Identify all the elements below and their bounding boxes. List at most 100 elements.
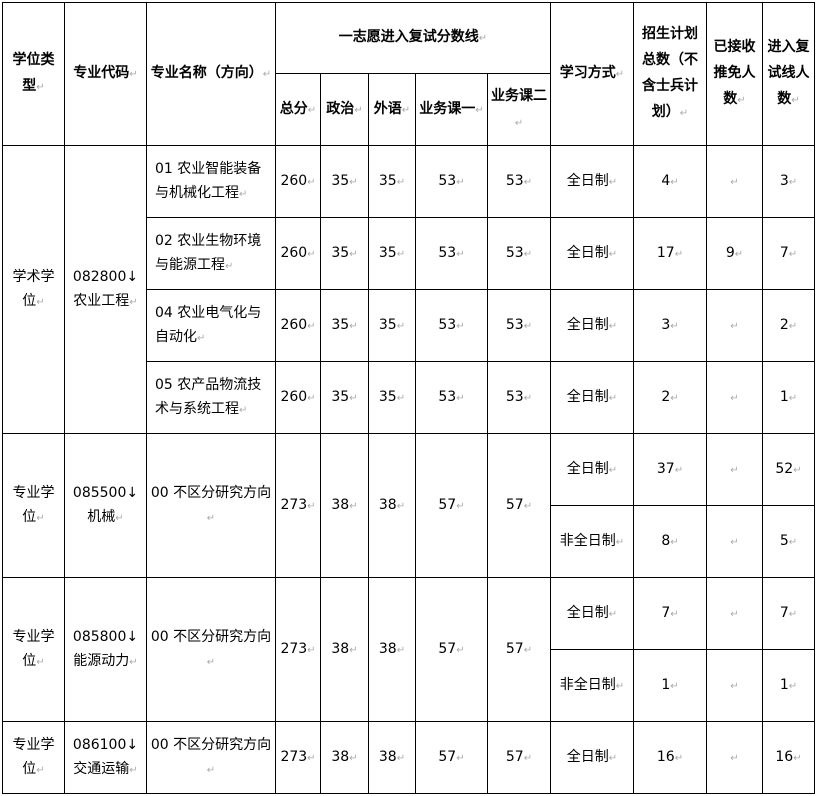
plan-cell: 16 xyxy=(633,721,707,794)
retest-cell-text: 7 xyxy=(780,245,797,261)
score-total: 260 xyxy=(275,361,321,434)
score-total: 273 xyxy=(275,433,321,578)
major-name-cell-text: 01 农业智能装备与机械化工程 xyxy=(155,161,261,201)
score-total-text: 260 xyxy=(280,317,315,333)
study-mode-cell-text: 全日制 xyxy=(567,749,617,765)
retest-cell: 5 xyxy=(762,505,815,578)
plan-cell-text: 1 xyxy=(661,677,678,693)
score-politics-text: 35 xyxy=(331,317,357,333)
score-total-text: 260 xyxy=(280,173,315,189)
major-code-cell: 082800↓ 农业工程 xyxy=(64,145,147,434)
degree-type-cell: 专业学位 xyxy=(2,721,65,794)
header-major-code: 专业代码 xyxy=(64,2,147,146)
major-code-name: 机械 xyxy=(87,509,123,525)
study-mode-cell: 全日制 xyxy=(550,217,634,290)
exempt-cell: 9 xyxy=(706,217,763,290)
study-mode-cell: 全日制 xyxy=(550,361,634,434)
table-row: 02 农业生物环境与能源工程 260 35 35 53 53 全日制 17 9 7 xyxy=(3,217,815,290)
major-code-cell: 085800↓ 能源动力 xyxy=(64,577,147,722)
score-total: 260 xyxy=(275,217,321,290)
score-course1: 57 xyxy=(415,433,488,578)
study-mode-cell-text: 全日制 xyxy=(567,461,617,477)
degree-type-cell-text: 专业学位 xyxy=(13,485,55,525)
score-politics: 35 xyxy=(320,217,369,290)
plan-cell: 7 xyxy=(633,577,707,650)
header-major-name: 专业名称（方向） xyxy=(146,2,276,146)
exempt-cell-text xyxy=(730,749,738,765)
major-name-cell-text: 00 不区分研究方向 xyxy=(151,737,271,777)
major-code: 085500 xyxy=(72,484,127,501)
header-total: 总分 xyxy=(275,73,321,146)
retest-cell: 1 xyxy=(762,361,815,434)
score-foreign-lang-text: 35 xyxy=(379,173,405,189)
score-total: 260 xyxy=(275,289,321,362)
score-total: 260 xyxy=(275,145,321,218)
table-row: 专业学位085800↓能源动力00 不区分研究方向 273 38 38 57 57 全日制 7… xyxy=(2,577,815,722)
header-study-mode: 学习方式 xyxy=(550,2,634,146)
retest-cell-text: 7 xyxy=(780,605,797,621)
score-course2: 57 xyxy=(487,577,551,722)
exempt-cell xyxy=(706,577,763,650)
score-foreign-lang-text: 35 xyxy=(379,317,405,333)
score-course2-text: 53 xyxy=(506,389,532,405)
plan-cell-text: 3 xyxy=(661,317,678,333)
exempt-cell xyxy=(706,649,763,722)
score-politics: 35 xyxy=(320,361,369,434)
exempt-cell xyxy=(706,433,763,506)
study-mode-cell-text: 全日制 xyxy=(567,317,617,333)
retest-cell: 7 xyxy=(762,577,815,650)
header-score-line: 一志愿进入复试分数线 xyxy=(275,2,551,74)
score-foreign-lang: 38 xyxy=(368,433,416,578)
major-code-name: 能源动力 xyxy=(73,653,137,669)
score-course1-text: 53 xyxy=(438,317,464,333)
major-code-name: 农业工程 xyxy=(73,293,137,309)
score-total-text: 273 xyxy=(280,641,315,657)
header-course1: 业务课一 xyxy=(415,73,488,146)
score-politics-text: 35 xyxy=(331,173,357,189)
study-mode-cell-text: 全日制 xyxy=(567,389,617,405)
plan-cell-text: 8 xyxy=(661,533,678,549)
plan-cell: 37 xyxy=(633,433,707,506)
score-course2: 53 xyxy=(487,361,551,434)
score-total: 273 xyxy=(275,577,321,722)
header-plan: 招生计划总数（不含士兵计划） xyxy=(633,2,707,146)
exempt-cell-text xyxy=(730,677,738,693)
retest-cell: 2 xyxy=(762,289,815,362)
major-code-cell: 086100↓ 交通运输 xyxy=(64,721,147,794)
major-code-name: 交通运输 xyxy=(73,761,137,777)
score-course1: 57 xyxy=(415,721,488,794)
study-mode-cell: 全日制 xyxy=(550,433,634,506)
score-foreign-lang: 35 xyxy=(368,217,416,290)
exempt-cell-text: 9 xyxy=(726,245,743,261)
table-row: 非全日制 1 1 xyxy=(3,649,815,722)
score-politics: 38 xyxy=(320,721,369,794)
major-name-cell: 05 农产品物流技术与系统工程 xyxy=(146,361,276,434)
study-mode-cell-text: 非全日制 xyxy=(560,533,624,549)
major-name-cell: 04 农业电气化与自动化 xyxy=(146,289,276,362)
exempt-cell-text xyxy=(730,533,738,549)
score-course1-text: 53 xyxy=(438,245,464,261)
score-foreign-lang-text: 38 xyxy=(379,641,405,657)
retest-cell: 1 xyxy=(762,649,815,722)
score-course1: 57 xyxy=(415,577,488,722)
major-name-cell: 00 不区分研究方向 xyxy=(146,721,276,794)
major-name-cell: 00 不区分研究方向 xyxy=(146,577,276,722)
score-foreign-lang-text: 35 xyxy=(379,245,405,261)
retest-cell: 7 xyxy=(762,217,815,290)
score-course2-text: 53 xyxy=(506,245,532,261)
retest-cell-text: 16 xyxy=(775,749,801,765)
major-name-cell: 00 不区分研究方向 xyxy=(146,433,276,578)
degree-type-cell: 学术学位 xyxy=(2,145,65,434)
major-name-cell: 01 农业智能装备与机械化工程 xyxy=(146,145,276,218)
score-foreign-lang: 38 xyxy=(368,721,416,794)
plan-cell-text: 2 xyxy=(661,389,678,405)
score-course2: 53 xyxy=(487,145,551,218)
score-course1-text: 57 xyxy=(438,497,464,513)
score-politics-text: 38 xyxy=(331,641,357,657)
score-course1: 53 xyxy=(415,217,488,290)
exempt-cell-text xyxy=(730,389,738,405)
retest-cell-text: 1 xyxy=(780,677,797,693)
exempt-cell-text xyxy=(730,605,738,621)
exempt-cell xyxy=(706,145,763,218)
